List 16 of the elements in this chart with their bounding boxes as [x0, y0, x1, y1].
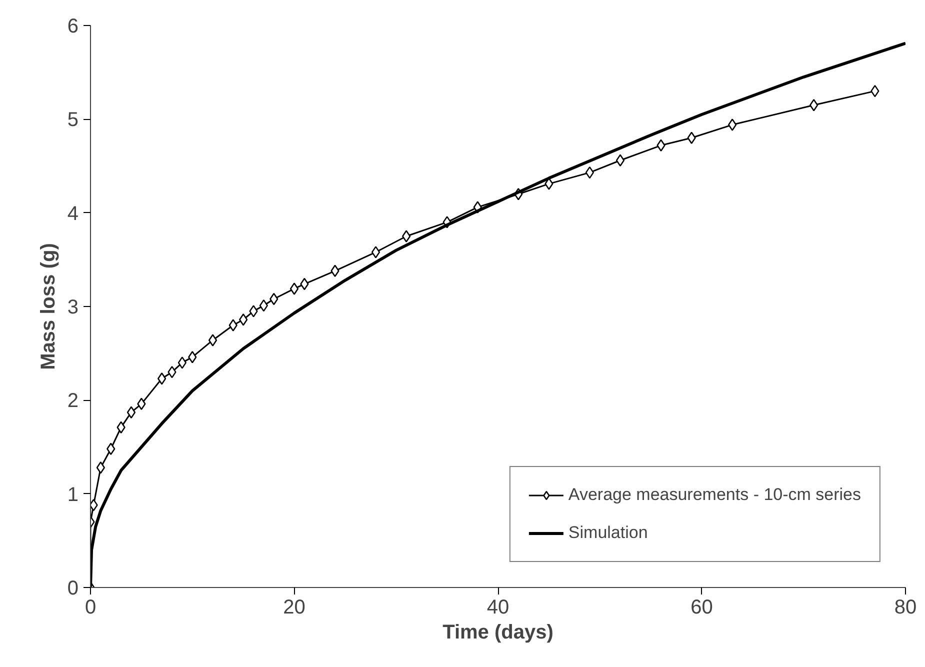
y-tick-label: 0	[67, 578, 78, 600]
x-tick-label: 0	[84, 596, 96, 618]
y-tick-label: 1	[67, 484, 78, 506]
x-tick-label: 20	[283, 596, 306, 618]
legend-label: Simulation	[568, 523, 648, 543]
x-tick-label: 80	[894, 596, 917, 618]
y-tick-label: 3	[67, 296, 78, 318]
y-tick-label: 4	[67, 202, 78, 225]
legend-label: Average measurements - 10-cm series	[568, 485, 861, 505]
y-tick-label: 5	[67, 109, 78, 132]
y-tick-label: 2	[67, 390, 78, 412]
x-tick-label: 60	[690, 596, 713, 618]
x-axis-title: Time (days)	[442, 622, 554, 644]
y-axis-title: Mass loss (g)	[37, 243, 60, 370]
y-tick-label: 6	[67, 16, 78, 38]
x-tick-label: 40	[486, 596, 510, 618]
